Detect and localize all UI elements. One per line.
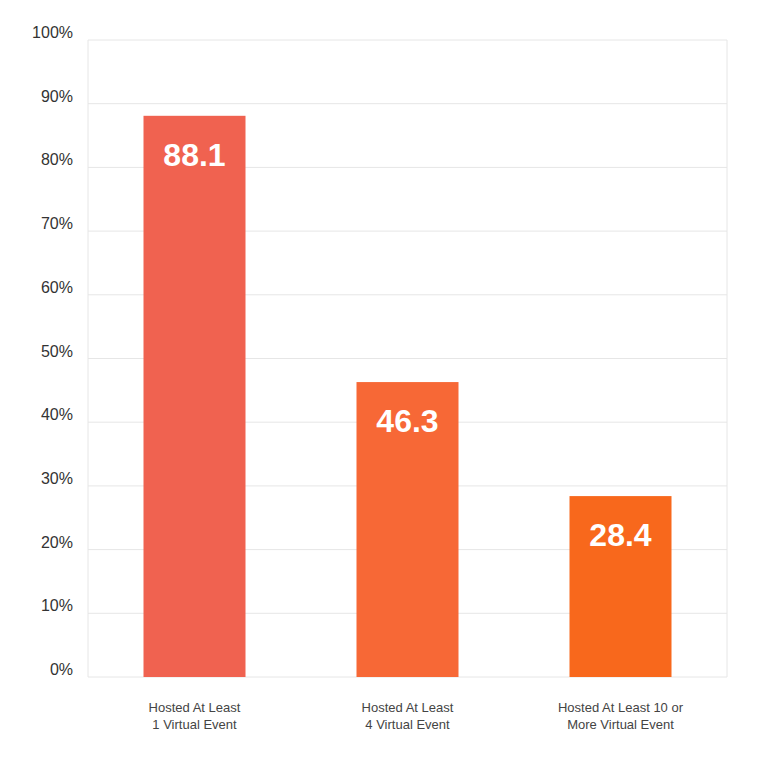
chart-svg: 0% 10% 20% 30% 40% 50% 60% 70% 80% 90% 100% 88.1 Hos… [0,0,782,768]
y-tick-label: 60% [41,279,73,296]
bar [144,116,246,677]
grid-line [88,40,727,41]
data-label: 46.3 [376,403,438,439]
y-tick-label: 0% [50,661,73,678]
x-tick-label: Hosted At Least 10 orMore Virtual Event [558,700,684,732]
y-tick-label: 80% [41,151,73,168]
data-label: 88.1 [163,137,225,173]
x-tick-label: Hosted At Least1 Virtual Event [149,700,241,732]
bar [570,496,672,677]
y-tick-label: 70% [41,215,73,232]
y-tick-label: 90% [41,88,73,105]
grid-line [88,103,727,104]
chart-container: 0% 10% 20% 30% 40% 50% 60% 70% 80% 90% 100% 88.1 Hos… [0,0,782,768]
y-tick-label: 50% [41,343,73,360]
bars [144,116,672,677]
frame-left [88,40,89,677]
y-tick-label: 30% [41,470,73,487]
data-label: 28.4 [589,517,651,553]
bar [357,382,459,677]
y-tick-label: 100% [32,24,73,41]
y-tick-label: 20% [41,534,73,551]
x-tick-label: Hosted At Least4 Virtual Event [362,700,454,732]
y-tick-label: 10% [41,597,73,614]
grid [88,40,727,677]
y-tick-label: 40% [41,406,73,423]
frame-right [727,40,728,677]
